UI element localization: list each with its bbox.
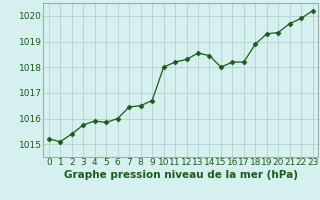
X-axis label: Graphe pression niveau de la mer (hPa): Graphe pression niveau de la mer (hPa) <box>64 170 298 180</box>
